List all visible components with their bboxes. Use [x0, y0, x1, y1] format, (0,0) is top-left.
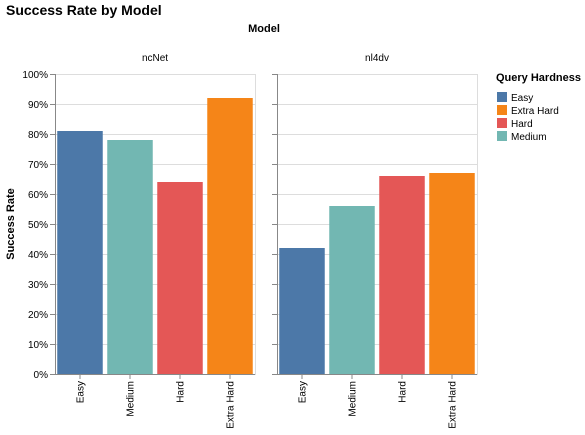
facet-label: nl4dv	[365, 53, 389, 64]
bar-nl4dv-hard	[379, 176, 425, 374]
bar-ncnet-easy	[57, 131, 103, 374]
bar-nl4dv-extra-hard	[429, 173, 475, 374]
y-tick-label: 80%	[28, 130, 48, 141]
bar-nl4dv-medium	[329, 206, 375, 374]
facets: ncNet 0% 10% 20% 30% 40% 50% 60% 70% 80% 90% 100% Ea…	[22, 53, 478, 429]
y-axis-label: Success Rate	[5, 188, 17, 260]
legend-label: Extra Hard	[511, 106, 559, 117]
bar-ncnet-hard	[157, 182, 203, 374]
legend-label: Easy	[511, 93, 533, 104]
x-tick-label: Extra Hard	[226, 381, 237, 429]
x-tick-label: Easy	[298, 381, 309, 403]
x-tick-label: Hard	[176, 381, 187, 403]
x-tick-label: Medium	[348, 381, 359, 417]
y-tick-label: 70%	[28, 160, 48, 171]
legend-title: Query Hardness	[496, 72, 581, 84]
y-tick-label: 50%	[28, 220, 48, 231]
y-tick-label: 100%	[22, 70, 48, 81]
legend-swatch-extra-hard	[497, 105, 507, 115]
x-tick-label: Easy	[76, 381, 87, 403]
legend-label: Hard	[511, 119, 533, 130]
legend-swatch-easy	[497, 92, 507, 102]
y-tick-label: 20%	[28, 310, 48, 321]
x-tick-label: Medium	[126, 381, 137, 417]
chart-title: Success Rate by Model	[6, 2, 162, 18]
facet-nl4dv: nl4dv Easy Medium Hard Extra Hard	[272, 53, 478, 429]
bar-ncnet-medium	[107, 140, 153, 374]
x-tick-label: Extra Hard	[448, 381, 459, 429]
legend: Query Hardness Easy Extra Hard Hard Medium	[496, 72, 581, 143]
y-tick-label: 30%	[28, 280, 48, 291]
y-tick-label: 60%	[28, 190, 48, 201]
facet-ncnet: ncNet 0% 10% 20% 30% 40% 50% 60% 70% 80% 90% 100% Ea…	[22, 53, 256, 429]
legend-swatch-medium	[497, 131, 507, 141]
y-tick-label: 90%	[28, 100, 48, 111]
facet-header-title: Model	[248, 23, 280, 35]
legend-label: Medium	[511, 132, 547, 143]
y-tick-label: 40%	[28, 250, 48, 261]
bar-nl4dv-easy	[279, 248, 325, 374]
y-tick-label: 0%	[34, 370, 49, 381]
bar-ncnet-extra-hard	[207, 98, 253, 374]
facet-label: ncNet	[142, 53, 168, 64]
legend-swatch-hard	[497, 118, 507, 128]
x-tick-label: Hard	[398, 381, 409, 403]
y-tick-label: 10%	[28, 340, 48, 351]
